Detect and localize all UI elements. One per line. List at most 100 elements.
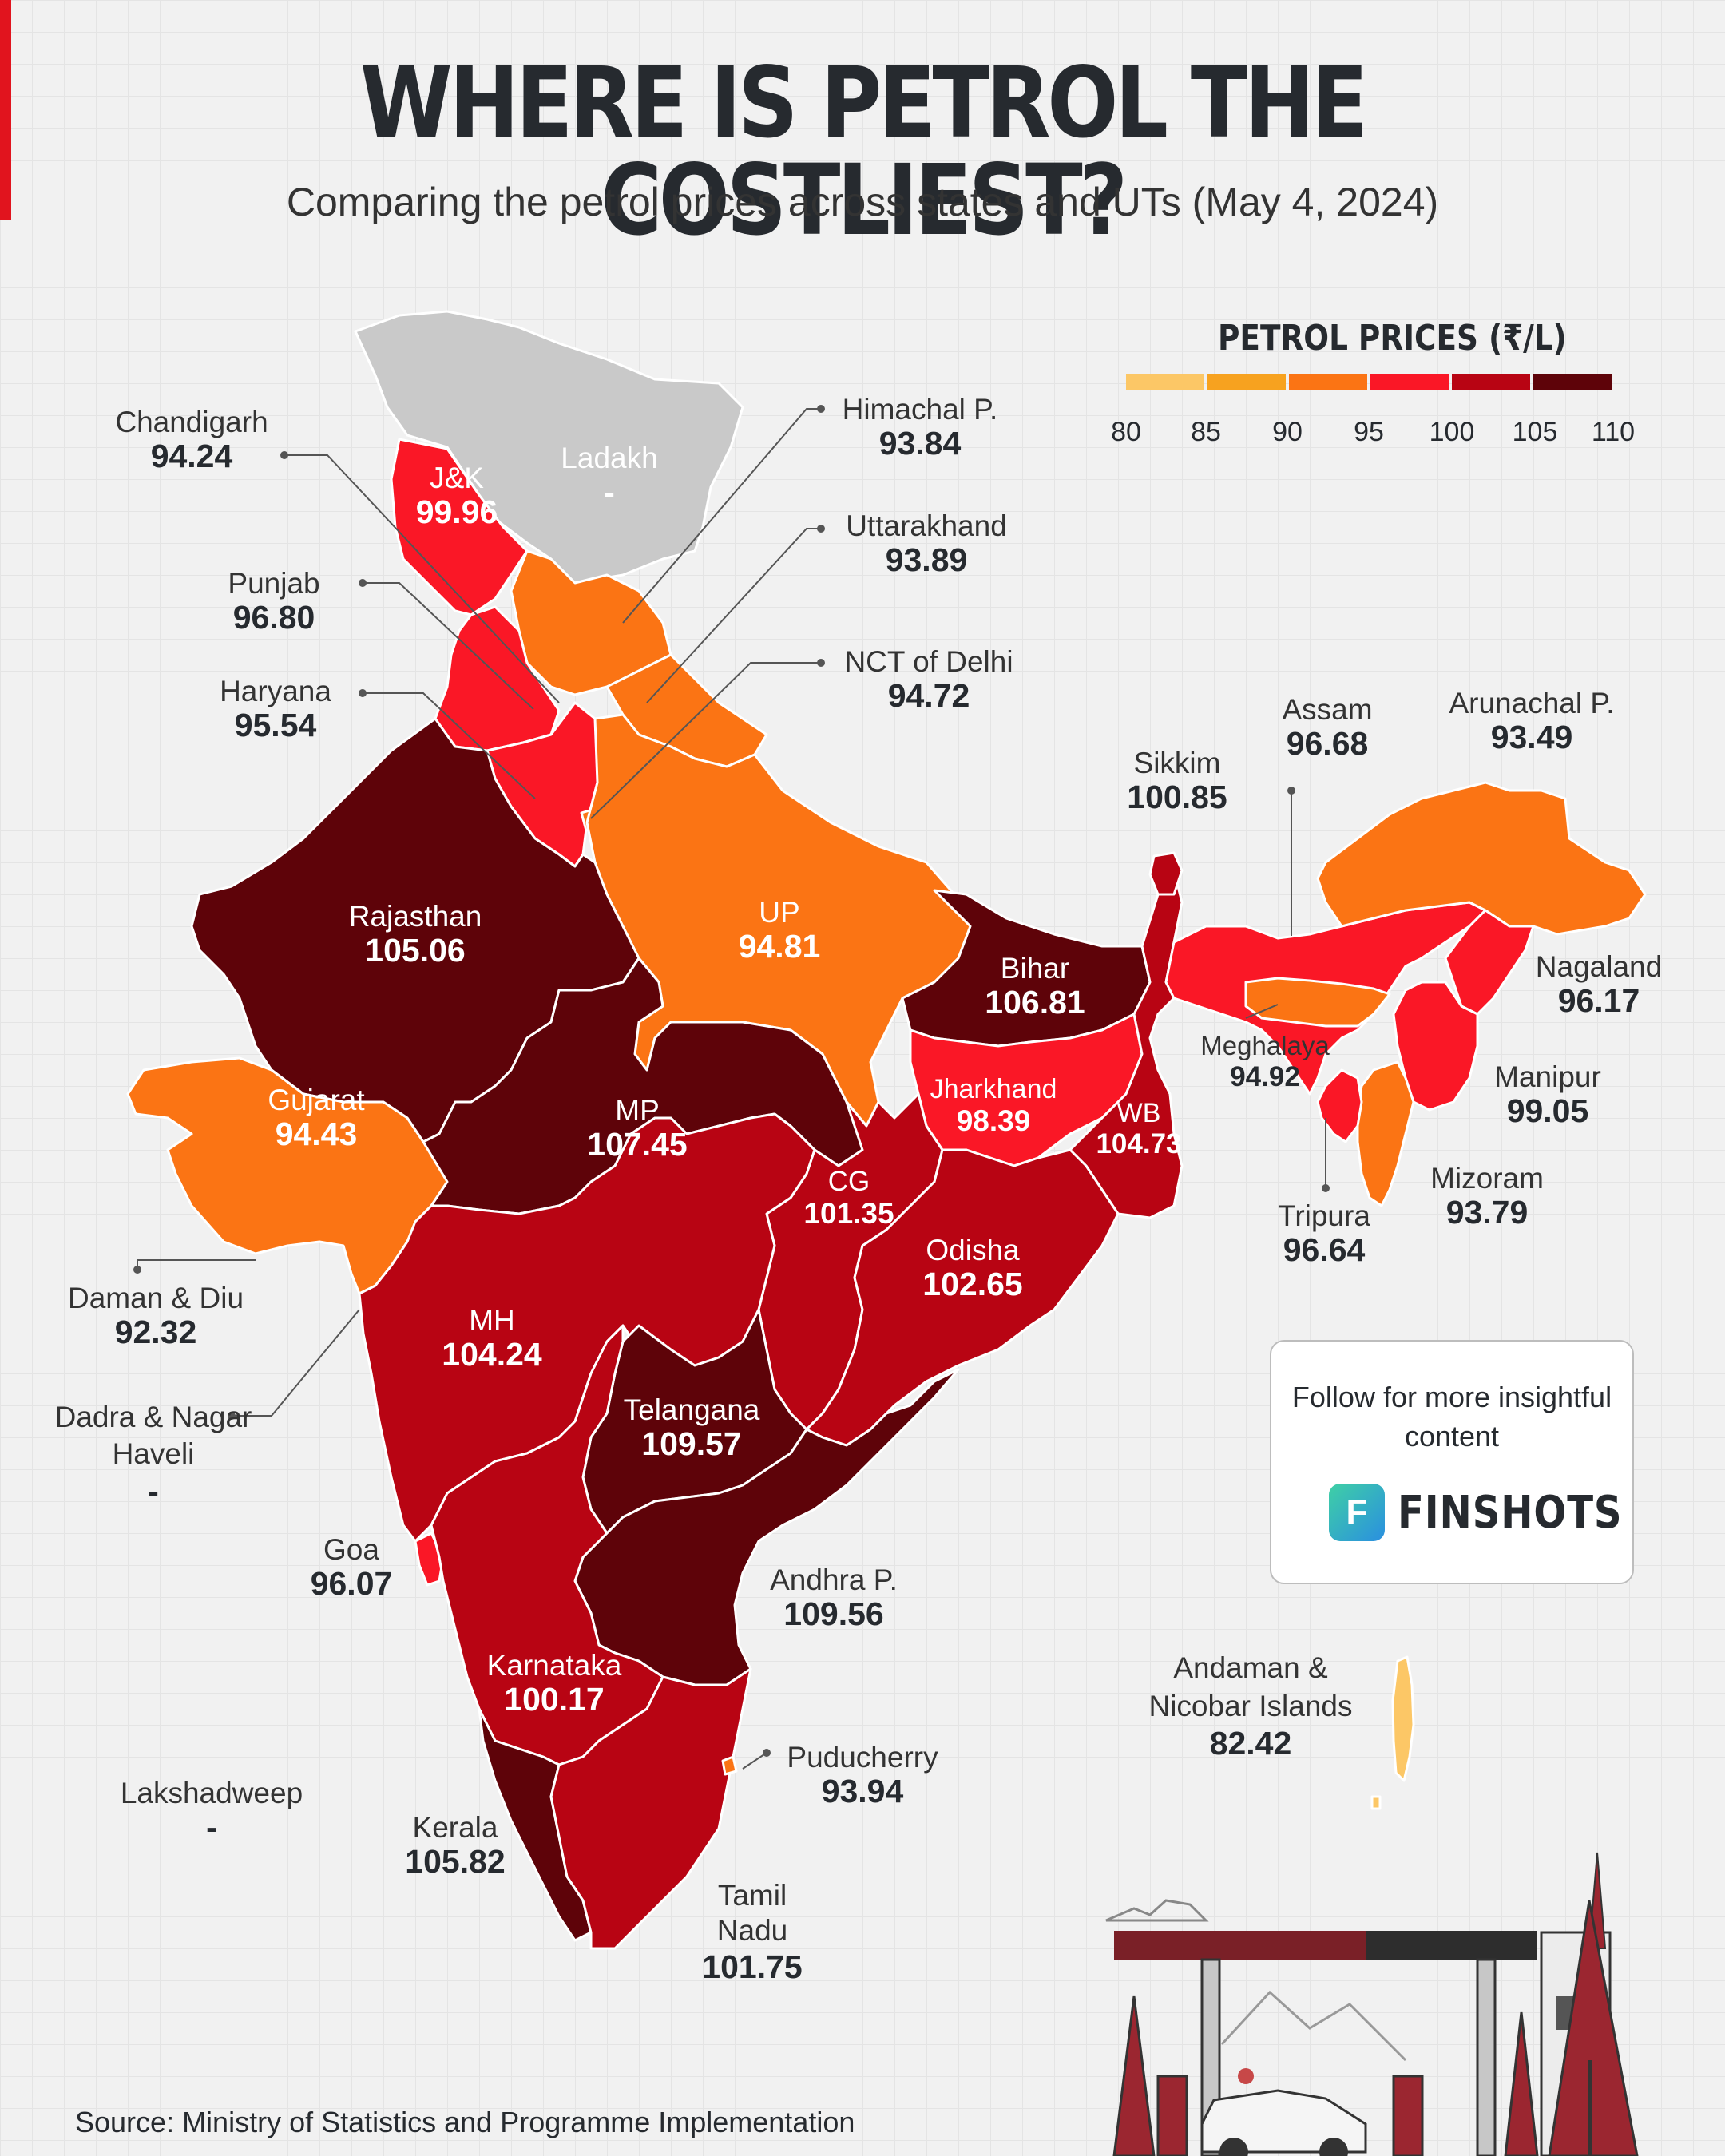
label-value: 105.82	[405, 1843, 506, 1881]
page-subtitle: Comparing the petrol prices across state…	[286, 180, 1439, 224]
leader-dot-haryana	[359, 689, 367, 697]
label-value: 94.43	[275, 1116, 358, 1153]
label-name: Lakshadweep	[120, 1777, 303, 1809]
label-name: Bihar	[1000, 952, 1070, 985]
region-arunachal	[1316, 781, 1647, 936]
label-rajasthan: Rajasthan 105.06	[349, 900, 482, 969]
region-nicobar	[1370, 1795, 1382, 1810]
label-name: Ladakh	[561, 442, 658, 474]
legend-swatch	[1452, 374, 1530, 390]
leader-haryana	[363, 692, 536, 799]
label-name: Dadra & Nagar Haveli	[54, 1401, 252, 1471]
label-name: Kerala	[412, 1811, 498, 1844]
label-value: -	[148, 1472, 159, 1509]
region-tripura	[1316, 1068, 1363, 1143]
label-andhra: Andhra P. 109.56	[770, 1563, 898, 1633]
leader-dot-punjab	[359, 579, 367, 587]
region-nagaland	[1444, 909, 1535, 1016]
legend-swatch	[1126, 374, 1204, 390]
label-value: 109.57	[641, 1425, 742, 1463]
label-haryana: Haryana 95.54	[220, 675, 331, 744]
legend-tick: 110	[1591, 417, 1636, 447]
label-name: Nagaland	[1535, 950, 1663, 983]
label-value: 96.07	[310, 1565, 393, 1603]
petrol-station-illustration	[1105, 1852, 1639, 2156]
label-value: 93.89	[885, 541, 968, 579]
label-name: Tripura	[1278, 1199, 1370, 1232]
label-value: 101.75	[702, 1948, 803, 1985]
label-name: Rajasthan	[348, 900, 482, 933]
label-name: Goa	[323, 1533, 379, 1566]
label-delhi: NCT of Delhi 94.72	[844, 645, 1013, 715]
legend-tick: 85	[1191, 417, 1221, 447]
region-meghalaya	[1244, 977, 1391, 1028]
label-name: Puducherry	[787, 1741, 938, 1774]
label-value: 100.85	[1127, 779, 1227, 816]
leader-dot-tripura	[1322, 1184, 1330, 1192]
region-odisha	[805, 1148, 1120, 1447]
label-andaman: Andaman & Nicobar Islands 82.42	[1123, 1649, 1378, 1762]
label-value: 94.24	[150, 438, 233, 475]
legend-tick: 100	[1429, 417, 1475, 447]
legend-color-bar	[1126, 374, 1612, 390]
label-punjab: Punjab 96.80	[228, 567, 319, 636]
source-note: Source: Ministry of Statistics and Progr…	[75, 2106, 855, 2138]
label-telangana: Telangana 109.57	[624, 1393, 760, 1463]
label-value: 98.39	[956, 1104, 1031, 1138]
label-name: MH	[469, 1304, 515, 1337]
brand[interactable]: F FINSHOTS	[1329, 1484, 1659, 1541]
label-name: NCT of Delhi	[844, 645, 1013, 678]
label-value: 105.06	[365, 932, 466, 969]
label-manipur: Manipur 99.05	[1494, 1060, 1601, 1130]
label-meghalaya: Meghalaya 94.92	[1200, 1031, 1330, 1092]
label-value: 93.84	[878, 425, 962, 462]
label-name: Tamil Nadu	[716, 1879, 788, 1948]
label-value: 96.68	[1286, 725, 1369, 763]
label-value: 106.81	[985, 984, 1085, 1021]
label-up: UP 94.81	[739, 896, 821, 965]
follow-card[interactable]: Follow for more insightful content F FIN…	[1270, 1340, 1634, 1584]
legend-tick: 90	[1272, 417, 1303, 447]
label-wb: WB 104.73	[1096, 1098, 1181, 1159]
label-value: 96.64	[1283, 1231, 1366, 1269]
label-uttarakhand: Uttarakhand 93.89	[846, 509, 1007, 579]
region-andaman	[1391, 1655, 1415, 1782]
label-value: 104.24	[442, 1336, 542, 1373]
label-name: Jharkhand	[930, 1074, 1057, 1104]
leader-daman	[137, 1259, 256, 1270]
label-arunachal: Arunachal P. 93.49	[1449, 687, 1614, 756]
region-tamilnadu	[549, 1667, 752, 1950]
label-karnataka: Karnataka 100.17	[487, 1649, 622, 1718]
label-lakshadweep: Lakshadweep -	[121, 1777, 303, 1846]
label-value: 82.42	[1209, 1725, 1292, 1762]
label-value: 93.79	[1445, 1194, 1529, 1231]
label-nagaland: Nagaland 96.17	[1536, 950, 1662, 1020]
label-value: 94.92	[1230, 1060, 1300, 1092]
label-value: 109.56	[783, 1595, 884, 1633]
label-value: 96.80	[232, 599, 315, 636]
label-goa: Goa 96.07	[311, 1533, 393, 1603]
leader-dot-himachal	[817, 405, 825, 413]
label-kerala: Kerala 105.82	[405, 1811, 505, 1881]
label-value: 100.17	[504, 1681, 605, 1718]
leader-delhi	[590, 662, 821, 819]
leader-dadra	[232, 1309, 360, 1417]
legend-swatch	[1533, 374, 1612, 390]
label-value: 96.17	[1557, 982, 1640, 1020]
label-chandigarh: Chandigarh 94.24	[115, 406, 268, 475]
label-mp: MP 107.45	[587, 1094, 687, 1163]
label-value: -	[206, 1809, 217, 1846]
label-name: Mizoram	[1430, 1162, 1544, 1195]
region-mizoram	[1356, 1060, 1415, 1207]
label-name: Meghalaya	[1200, 1031, 1330, 1060]
leader-dot-delhi	[817, 659, 825, 667]
label-tamilnadu: Tamil Nadu 101.75	[692, 1878, 812, 1986]
leader-chandigarh	[284, 454, 560, 703]
leader-dot-daman	[133, 1266, 141, 1274]
region-sikkim	[1148, 851, 1184, 896]
label-value: 102.65	[922, 1266, 1023, 1303]
label-name: Gujarat	[268, 1084, 365, 1116]
label-name: Himachal P.	[842, 393, 998, 426]
label-bihar: Bihar 106.81	[985, 952, 1085, 1021]
